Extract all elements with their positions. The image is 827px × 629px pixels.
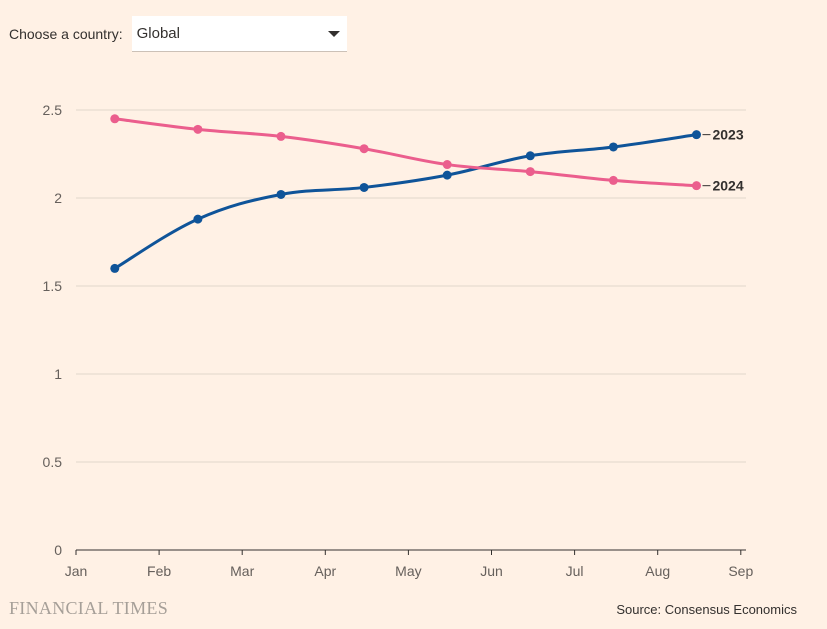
x-tick-label: Feb [147, 563, 171, 579]
data-point-2024 [110, 114, 120, 124]
data-point-2023 [359, 182, 369, 192]
data-point-2024 [193, 124, 203, 134]
data-point-2023 [691, 130, 701, 140]
series-line-2024 [113, 117, 698, 188]
series-label-2023: 2023 [712, 127, 743, 143]
country-dropdown-value: Global [136, 25, 180, 42]
source-note: Source: Consensus Economics [616, 602, 797, 617]
x-tick-label: Jun [480, 563, 503, 579]
ft-logo: FINANCIAL TIMES [9, 598, 169, 618]
data-point-2024 [276, 131, 286, 141]
data-point-2024 [525, 167, 535, 177]
x-tick-label: Jul [566, 563, 584, 579]
series-line-2023 [113, 133, 698, 270]
data-point-2024 [691, 181, 701, 191]
y-tick-label: 1 [54, 366, 62, 382]
line-chart: 0 0.5 1 1.5 2 2.5 Jan Feb Mar Apr May Jun Jul Aug Sep 2… [43, 102, 754, 579]
country-selector-bar: Choose a country: Global [9, 16, 347, 52]
y-tick-label: 2 [54, 190, 62, 206]
y-tick-label: 2.5 [43, 102, 63, 118]
data-point-2023 [110, 263, 120, 273]
x-tick-label: Mar [230, 563, 254, 579]
x-tick-label: Jan [65, 563, 88, 579]
chevron-down-icon [327, 30, 340, 37]
data-point-2024 [608, 175, 618, 185]
y-tick-label: 0.5 [43, 454, 63, 470]
series-label-2024: 2024 [712, 178, 743, 194]
y-tick-label: 0 [54, 542, 62, 558]
x-tick-label: Apr [314, 563, 336, 579]
data-point-2024 [359, 144, 369, 154]
data-point-2023 [608, 142, 618, 152]
data-point-2023 [276, 189, 286, 199]
country-dropdown[interactable]: Global [131, 16, 347, 52]
data-point-2023 [193, 214, 203, 224]
data-point-2023 [525, 151, 535, 161]
data-point-2023 [442, 170, 452, 180]
x-tick-label: May [395, 563, 421, 579]
y-tick-label: 1.5 [43, 278, 63, 294]
x-tick-label: Sep [728, 563, 753, 579]
x-tick-label: Aug [645, 563, 670, 579]
country-selector-label: Choose a country: [9, 26, 123, 42]
data-point-2024 [442, 160, 452, 170]
